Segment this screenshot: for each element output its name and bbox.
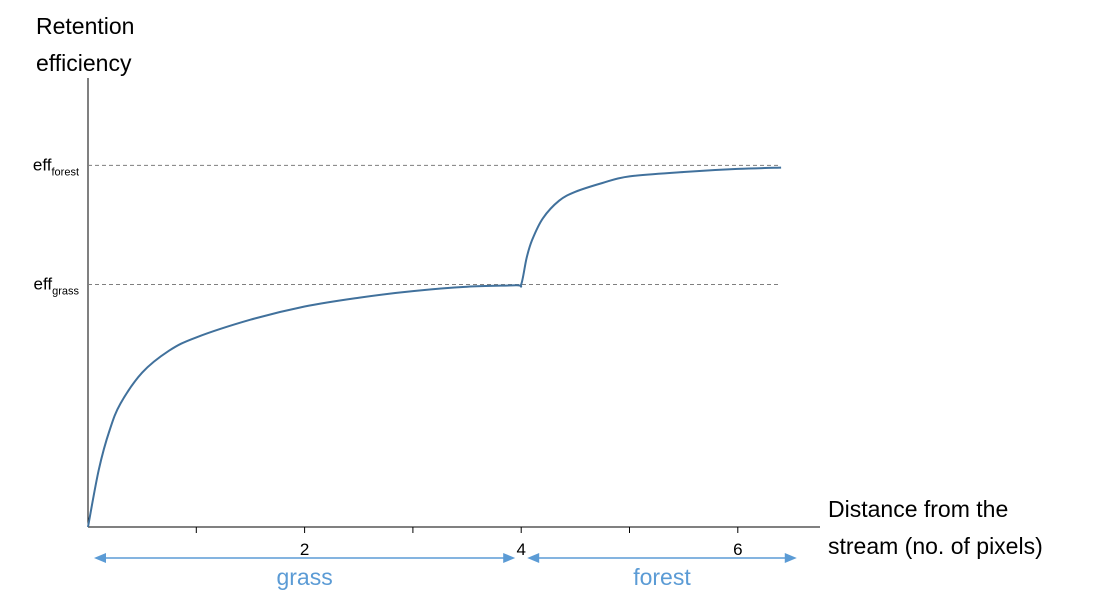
- region-arrowhead-left-grass: [94, 553, 106, 563]
- land-cover-regions: grass forest: [94, 553, 797, 590]
- retention-curve: [87, 166, 782, 528]
- ref-label-main: eff: [34, 274, 53, 293]
- ref-label-subscript: forest: [51, 166, 79, 178]
- region-arrowhead-right-grass: [503, 553, 516, 563]
- region-label-grass: grass: [276, 564, 332, 590]
- ref-label-grass: effgrass: [34, 274, 80, 297]
- y-axis-title-line-1: Retention: [36, 13, 134, 39]
- x-ticks: 2 4 6: [195, 527, 743, 559]
- region-arrowhead-left-forest: [527, 553, 540, 563]
- x-axis-title-line-1: Distance from the: [828, 496, 1008, 522]
- x-tick-label-6: 6: [733, 540, 742, 559]
- ref-label-forest: effforest: [33, 155, 79, 178]
- ref-label-subscript: grass: [52, 285, 79, 297]
- x-axis-title: Distance from the stream (no. of pixels): [828, 496, 1043, 559]
- x-tick-label-4: 4: [516, 540, 525, 559]
- x-tick-label-2: 2: [300, 540, 309, 559]
- ref-label-main: eff: [33, 155, 52, 174]
- x-axis-title-line-2: stream (no. of pixels): [828, 533, 1043, 559]
- region-label-forest: forest: [633, 564, 691, 590]
- region-arrowhead-right-forest: [784, 553, 797, 563]
- y-axis-title: Retention efficiency: [36, 13, 141, 76]
- y-axis-title-line-2: efficiency: [36, 50, 132, 76]
